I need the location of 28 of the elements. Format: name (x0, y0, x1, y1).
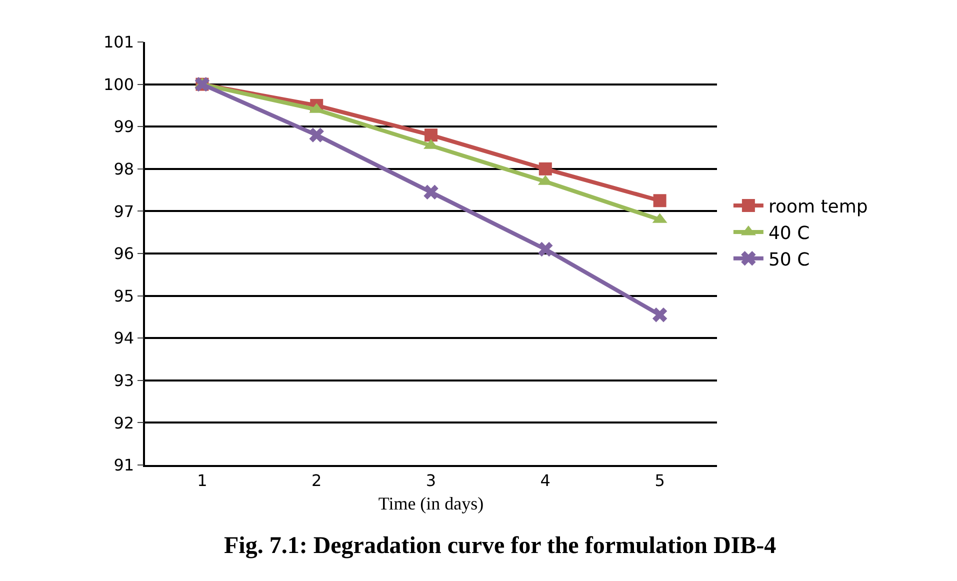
y-tick-label: 96 (114, 244, 134, 264)
y-tick-label: 101 (104, 32, 134, 52)
legend-label: 50 C (768, 249, 810, 270)
x-tick-label: 5 (654, 470, 665, 490)
y-tick-label: 91 (114, 456, 134, 475)
point (652, 307, 668, 322)
caption: Fig. 7.1: Degradation curve for the formulation DIB-4 (224, 533, 776, 559)
point (538, 162, 552, 176)
y-tick-label: 93 (114, 371, 134, 390)
y-tick-label: 97 (114, 202, 134, 221)
y-tick-label: 92 (114, 413, 134, 432)
y-tick-label: 94 (114, 328, 134, 348)
point (653, 194, 666, 208)
x-tick-label: 3 (426, 470, 436, 490)
y-tick-label: 99 (114, 117, 134, 136)
y-tick-label: 100 (104, 74, 134, 94)
point (424, 128, 438, 142)
y-tick-label: 95 (114, 286, 134, 306)
x-tick-label: 2 (312, 470, 322, 490)
point (538, 242, 553, 257)
x-axis-title: Time (in days) (378, 494, 484, 514)
x-tick-label: 1 (197, 470, 208, 490)
x-tick-label: 4 (540, 470, 550, 490)
point (309, 128, 324, 142)
legend-label: 40 C (768, 222, 810, 244)
legend-label: room temp (768, 196, 868, 218)
y-tick-label: 98 (114, 160, 134, 178)
point (424, 184, 438, 200)
